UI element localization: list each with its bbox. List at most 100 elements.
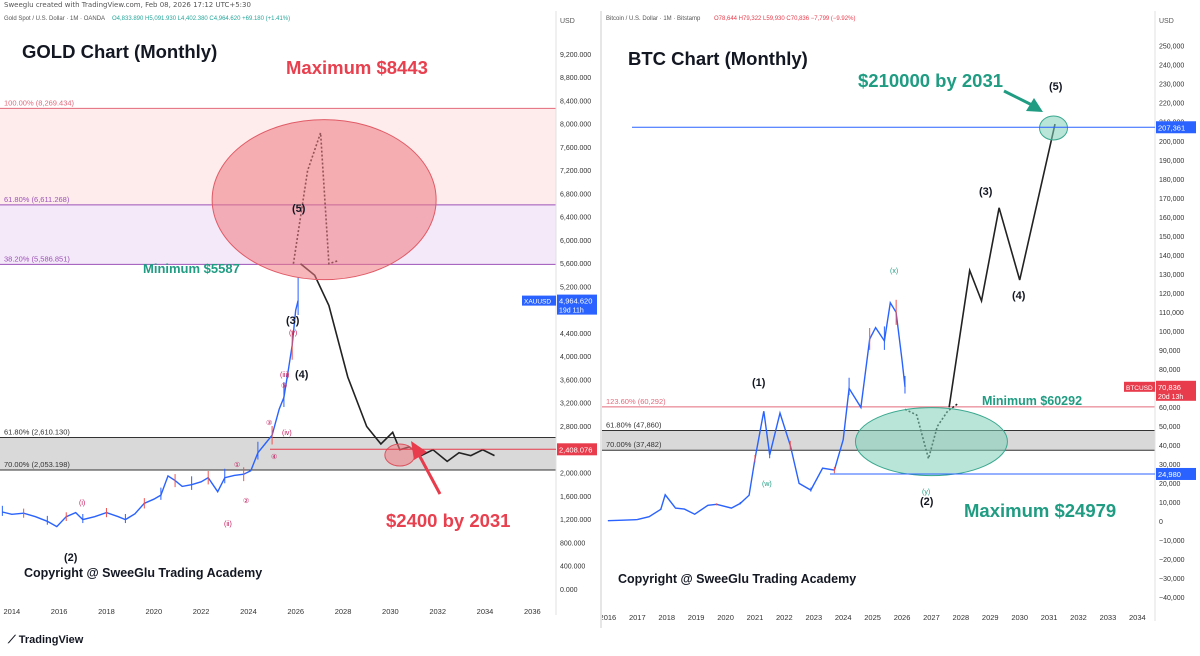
x-tick-label: 2030 (1011, 613, 1028, 622)
annotation-target: $210000 by 2031 (858, 70, 1003, 91)
wave-label: ⑤ (281, 382, 287, 390)
x-tick-label: 2016 (602, 613, 616, 622)
x-tick-label: 2032 (1070, 613, 1087, 622)
chart-title: GOLD Chart (Monthly) (22, 41, 217, 62)
x-tick-label: 2028 (953, 613, 970, 622)
last-price-tag-label: 4,964.620 (559, 297, 592, 306)
y-tick-label: 6,800.000 (560, 191, 591, 198)
target-arrow-head-icon (1026, 98, 1043, 112)
y-tick-label: 6,000.000 (560, 238, 591, 245)
annotation-maximum: Maximum $8443 (286, 57, 428, 78)
wave-label: (5) (1049, 81, 1063, 93)
y-tick-label: 400.000 (560, 564, 585, 571)
currency-label: USD (560, 18, 575, 25)
fib-label: 38.20% (5,586.851) (4, 254, 70, 263)
tradingview-logo[interactable]: ⟋ TradingView (8, 634, 83, 647)
wave-label: (4) (295, 369, 309, 381)
y-tick-label: 60,000 (1159, 405, 1181, 412)
gold-chart[interactable]: Gold Spot / U.S. Dollar · 1M · OANDA O4,8… (0, 11, 600, 628)
last-price-tag (1156, 380, 1196, 401)
y-tick-label: 30,000 (1159, 462, 1181, 469)
y-tick-label: −40,000 (1159, 595, 1185, 602)
x-tick-label: 2017 (629, 613, 646, 622)
x-tick-label: 2016 (51, 607, 68, 616)
wave-label: (iii) (280, 372, 289, 379)
wave-label: (v) (289, 330, 297, 337)
x-tick-label: 2031 (1041, 613, 1058, 622)
x-tick-label: 2024 (835, 613, 852, 622)
gold-panel[interactable]: Gold Spot / U.S. Dollar · 1M · OANDA O4,8… (0, 11, 600, 628)
y-tick-label: 160,000 (1159, 215, 1184, 222)
y-tick-label: 200,000 (1159, 139, 1184, 146)
wave-label: (4) (1012, 290, 1026, 302)
fib-label: 61.80% (47,860) (606, 420, 662, 429)
btc-panel[interactable]: Bitcoin / U.S. Dollar · 1M · Bitstamp USD… (602, 11, 1200, 628)
target-arrow-icon (416, 452, 442, 495)
x-tick-label: 2027 (923, 613, 940, 622)
y-tick-label: 110,000 (1159, 310, 1184, 317)
top-bar: Sweeglu created with TradingView.com, Fe… (0, 0, 1200, 10)
x-tick-label: 2022 (776, 613, 793, 622)
chart-title: BTC Chart (Monthly) (628, 48, 808, 69)
wave-label: (1) (752, 377, 766, 389)
x-tick-label: 2026 (287, 607, 304, 616)
target-line-tag-label: 207,361 (1158, 123, 1185, 132)
y-tick-label: 100,000 (1159, 329, 1184, 336)
symbol-tag (522, 295, 556, 306)
x-tick-label: 2028 (335, 607, 352, 616)
y-tick-label: 180,000 (1159, 177, 1184, 184)
support-line-tag (1156, 467, 1196, 480)
y-tick-label: −30,000 (1159, 576, 1185, 583)
y-tick-label: 8,800.000 (560, 75, 591, 82)
y-tick-label: 120,000 (1159, 291, 1184, 298)
fib-zone (0, 437, 556, 470)
y-tick-label: 90,000 (1159, 348, 1181, 355)
price-series-line (2, 300, 299, 528)
footer (0, 628, 1200, 656)
wave-label: ③ (266, 419, 272, 427)
y-tick-label: 20,000 (1159, 481, 1181, 488)
y-tick-label: 2,000.000 (560, 471, 591, 478)
wave-label: (2) (920, 496, 934, 508)
y-tick-label: −10,000 (1159, 538, 1185, 545)
x-tick-label: 2026 (894, 613, 911, 622)
btc-chart[interactable]: Bitcoin / U.S. Dollar · 1M · Bitstamp USD… (602, 11, 1200, 628)
ohlc-readout: O78,644 H79,322 L59,930 C70,836 −7,799 (… (714, 16, 855, 22)
x-tick-label: 2020 (145, 607, 162, 616)
wave-label: (x) (890, 268, 898, 275)
annotation-minimum: Minimum $5587 (143, 261, 240, 276)
y-tick-label: 130,000 (1159, 272, 1184, 279)
panel-divider (600, 11, 602, 628)
ohlc-readout: O4,833.890 H5,091.930 L4,402.380 C4,964.… (112, 16, 290, 22)
annotation-maximum: Maximum $24979 (964, 500, 1116, 521)
target-zone-ellipse (211, 119, 437, 281)
y-tick-label: 1,200.000 (560, 517, 591, 524)
x-tick-label: 2021 (747, 613, 764, 622)
support-line-tag-label: 24,980 (1158, 470, 1181, 479)
y-tick-label: 8,000.000 (560, 122, 591, 129)
target-zone-ellipse (854, 407, 1008, 477)
y-tick-label: 5,600.000 (560, 261, 591, 268)
last-price-tag-label: 70,836 (1158, 383, 1181, 392)
y-tick-label: 4,000.000 (560, 354, 591, 361)
y-tick-label: 800.000 (560, 540, 585, 547)
annotation-target: $2400 by 2031 (386, 510, 510, 531)
wave-label: (y) (922, 489, 930, 496)
symbol-tag-label: XAUUSD (524, 299, 551, 306)
y-tick-label: −20,000 (1159, 557, 1185, 564)
y-tick-label: 9,200.000 (560, 52, 591, 59)
wave-label: ① (234, 461, 240, 469)
y-tick-label: 170,000 (1159, 196, 1184, 203)
target-arrow-head-icon (411, 441, 427, 460)
y-tick-label: 2,800.000 (560, 424, 591, 431)
y-tick-label: 230,000 (1159, 82, 1184, 89)
target-zone-ellipse (384, 443, 416, 467)
y-tick-label: 220,000 (1159, 101, 1184, 108)
y-tick-label: 190,000 (1159, 158, 1184, 165)
fib-label: 70.00% (2,053.198) (4, 460, 70, 469)
target-zone-ellipse (1039, 115, 1069, 141)
last-price-tag (557, 294, 597, 315)
wave-label: (3) (286, 315, 300, 327)
y-tick-label: 8,400.000 (560, 98, 591, 105)
y-tick-label: 3,200.000 (560, 401, 591, 408)
